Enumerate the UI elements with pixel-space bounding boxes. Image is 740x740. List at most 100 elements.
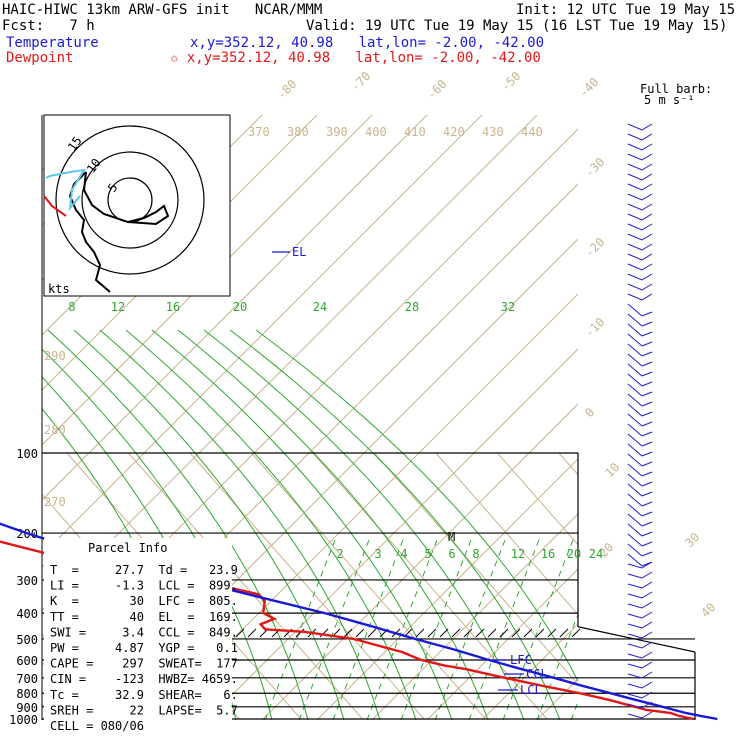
wind-barb bbox=[627, 183, 643, 191]
wind-barb-flag bbox=[641, 341, 653, 347]
hatch-mark bbox=[547, 628, 557, 638]
moist-adiabat-line bbox=[151, 329, 453, 720]
hodograph-trace-upper bbox=[82, 171, 170, 226]
theta-e-label: 370 bbox=[248, 125, 270, 139]
dewpoint-legend: Dewpoint bbox=[6, 50, 74, 66]
wind-barb-flag bbox=[641, 491, 653, 497]
isotherm-label: -80 bbox=[274, 77, 299, 102]
theta-label: 270 bbox=[44, 495, 66, 509]
isotherm-label: -20 bbox=[582, 235, 607, 260]
wind-barb bbox=[627, 273, 643, 281]
wind-barb-flag bbox=[641, 611, 653, 619]
hatch-mark bbox=[511, 628, 521, 638]
valid-time: Valid: 19 UTC Tue 19 May 15 (16 LST Tue … bbox=[306, 18, 728, 34]
wind-barb bbox=[627, 453, 643, 467]
temperature-location: x,y=352.12, 40.98 lat,lon= -2.00, -42.00 bbox=[190, 35, 545, 51]
mixing-ratio-label: 16 bbox=[541, 547, 555, 561]
wind-barb bbox=[627, 613, 643, 619]
theta-e-label: 400 bbox=[365, 125, 387, 139]
wind-barb bbox=[627, 313, 643, 327]
barb-key-line1: Full barb: bbox=[640, 82, 712, 96]
hatch-mark bbox=[559, 628, 569, 638]
mixing-ratio-label: 20 bbox=[233, 300, 247, 314]
hatch-mark bbox=[463, 628, 473, 638]
wind-barb-flag bbox=[641, 263, 653, 271]
wind-barb bbox=[627, 413, 643, 427]
wind-barb-flag bbox=[641, 223, 653, 231]
mixing-ratio-label: 3 bbox=[374, 547, 381, 561]
forecast-hour: Fcst: 7 h bbox=[2, 18, 95, 34]
wind-barb-flag bbox=[641, 311, 653, 317]
moist-adiabat-line bbox=[99, 329, 381, 720]
hatch-mark bbox=[535, 628, 545, 638]
wind-barb bbox=[627, 223, 643, 231]
wind-barb-flag bbox=[641, 293, 653, 301]
wind-barb-flag bbox=[641, 501, 653, 507]
wind-barb-flag bbox=[641, 183, 653, 191]
hodograph-ring-10 bbox=[81, 151, 179, 249]
isotherm-label: -70 bbox=[348, 69, 373, 94]
wind-barb bbox=[627, 383, 643, 397]
parcel-info-row: CIN = -123 HWBZ= 4659. bbox=[50, 672, 238, 686]
isotherm-label: -40 bbox=[576, 75, 601, 100]
wind-barb bbox=[627, 293, 643, 301]
mixing-ratio-label: 5 bbox=[424, 547, 431, 561]
isotherm-label: 40 bbox=[698, 600, 718, 620]
isotherm-label: -50 bbox=[498, 69, 523, 94]
wind-barb-flag bbox=[641, 581, 653, 589]
wind-barb-flag bbox=[641, 401, 653, 407]
wind-barb-flag bbox=[641, 411, 653, 417]
dewpoint-line bbox=[0, 540, 695, 721]
mixing-ratio-label: 6 bbox=[448, 547, 455, 561]
wind-barb-flag bbox=[641, 421, 653, 427]
moist-adiabat-line bbox=[203, 329, 525, 720]
parcel-info-row: Tc = 32.9 SHEAR= 6. bbox=[50, 688, 238, 702]
dry-adiabat-line bbox=[316, 458, 578, 720]
wind-barb-flag bbox=[641, 451, 653, 457]
theta-e-label: 410 bbox=[404, 125, 426, 139]
wind-barb bbox=[627, 693, 643, 699]
wind-barb-flag bbox=[641, 213, 653, 221]
wind-barb-flag bbox=[641, 651, 653, 659]
isotherm-label: -10 bbox=[582, 315, 607, 340]
wind-barb bbox=[627, 653, 643, 659]
barb-key-line2: 5 m s⁻¹ bbox=[644, 93, 695, 107]
wind-barb bbox=[627, 403, 643, 417]
parcel-info-row: CAPE = 297 SWEAT= 177 bbox=[50, 657, 238, 671]
hatch-mark bbox=[487, 628, 497, 638]
mixing-ratio-label: 12 bbox=[111, 300, 125, 314]
wind-barb-flag bbox=[641, 661, 653, 669]
isotherm-label: 30 bbox=[682, 530, 702, 550]
dry-adiabat-line bbox=[206, 348, 578, 720]
wind-barb-flag bbox=[641, 243, 653, 251]
barb-key: Full barb: 5 m s⁻¹ bbox=[640, 82, 712, 107]
hodograph-trace-red bbox=[43, 195, 67, 217]
parcel-info-box bbox=[44, 538, 232, 720]
mixing-ratio-label: 8 bbox=[68, 300, 75, 314]
wind-barb bbox=[627, 673, 643, 679]
hatch-mark bbox=[343, 628, 353, 638]
wind-barb bbox=[627, 513, 643, 527]
wind-barb-flag bbox=[641, 631, 653, 639]
mixing-ratio-label: 16 bbox=[166, 300, 180, 314]
dry-adiabat-line bbox=[151, 293, 578, 720]
wind-barb bbox=[627, 583, 643, 589]
wind-barb bbox=[627, 143, 643, 151]
hodograph-ring-label: 10 bbox=[84, 156, 104, 176]
dry-adiabat-line bbox=[42, 115, 483, 556]
wind-barb bbox=[627, 233, 643, 241]
theta-label: 290 bbox=[44, 349, 66, 363]
hatch-mark bbox=[319, 628, 329, 638]
wind-barb-flag bbox=[641, 571, 653, 579]
mixing-ratio-label: 24 bbox=[313, 300, 327, 314]
hodograph-unit-label: kts bbox=[48, 282, 70, 296]
theta-e-label: 380 bbox=[287, 125, 309, 139]
level-marker-label: CCL bbox=[526, 667, 548, 681]
hodograph-ring-label: 15 bbox=[65, 134, 85, 154]
wind-barb bbox=[627, 153, 643, 161]
wind-barb-flag bbox=[641, 381, 653, 387]
chart-header: HAIC-HIWC 13km ARW-GFS init NCAR/MMM Ini… bbox=[0, 0, 740, 70]
pressure-label: 900 bbox=[16, 701, 38, 715]
